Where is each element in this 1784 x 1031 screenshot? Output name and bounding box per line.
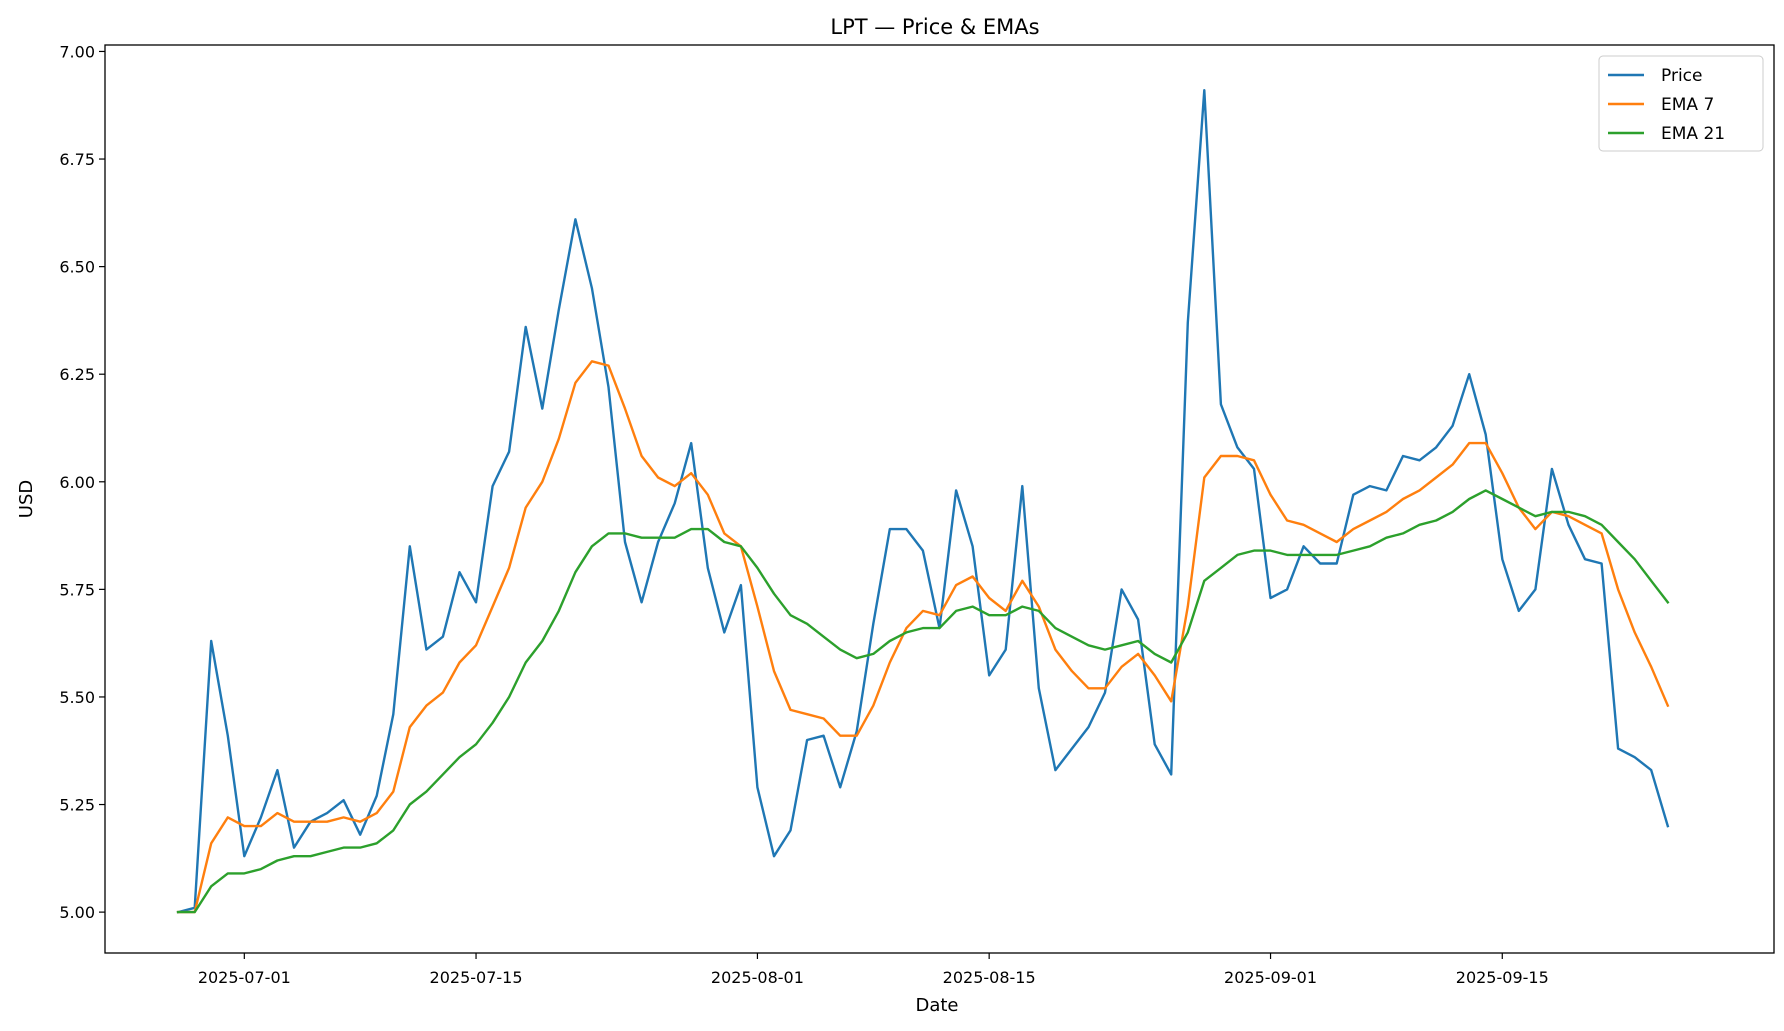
legend-box	[1598, 55, 1764, 152]
x-axis: 2025-07-01 2025-07-15 2025-08-01 2025-08-15…	[198, 953, 1549, 987]
plot-frame	[104, 44, 1775, 954]
legend-label-price: Price	[1661, 66, 1702, 86]
x-tick-label: 2025-08-15	[943, 968, 1036, 987]
y-axis: 5.00 5.25 5.50 5.75 6.00 6.25 6.50 6.75 7.00	[59, 42, 105, 922]
series-line-ema-21	[176, 489, 1670, 914]
x-tick-label: 2025-09-15	[1456, 968, 1549, 987]
y-tick-label: 7.00	[59, 42, 95, 61]
series-layer	[176, 88, 1670, 914]
y-tick-label: 6.50	[59, 258, 95, 277]
x-axis-label: Date	[915, 995, 958, 1016]
x-tick-label: 2025-07-01	[198, 968, 291, 987]
chart-title: LPT — Price & EMAs	[830, 15, 1039, 39]
legend-label-ema-7: EMA 7	[1661, 95, 1714, 115]
x-tick-label: 2025-09-01	[1224, 968, 1317, 987]
y-tick-label: 5.25	[59, 796, 95, 815]
x-tick-label: 2025-08-01	[711, 968, 804, 987]
y-tick-label: 5.00	[59, 903, 95, 922]
y-tick-label: 5.75	[59, 580, 95, 599]
y-tick-label: 5.50	[59, 688, 95, 707]
y-axis-label: USD	[16, 480, 37, 518]
x-tick-label: 2025-07-15	[430, 968, 523, 987]
series-line-ema-7	[176, 360, 1670, 914]
series-line-price	[176, 88, 1670, 914]
y-tick-label: 6.25	[59, 365, 95, 384]
y-tick-label: 6.00	[59, 473, 95, 492]
y-tick-label: 6.75	[59, 150, 95, 169]
legend: Price EMA 7 EMA 21	[1598, 55, 1764, 152]
legend-label-ema-21: EMA 21	[1661, 124, 1725, 144]
